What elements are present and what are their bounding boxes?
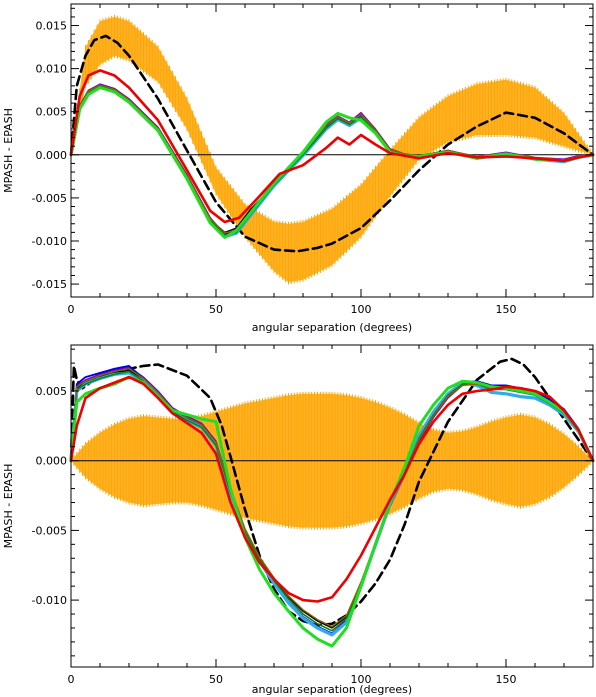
- x-tick-label: 0: [68, 303, 75, 316]
- series-line-8: [69, 375, 595, 603]
- x-tick-label: 50: [209, 303, 223, 316]
- y-tick-label: 0.005: [36, 385, 68, 398]
- x-axis-label: angular separation (degrees): [252, 683, 412, 696]
- x-tick-label: 100: [351, 303, 372, 316]
- axes: 0 50 100 150 -0.010 -0.005 0.000 0.005 angular s…: [2, 344, 594, 696]
- y-axis-label: MPASH - EPASH: [2, 464, 15, 549]
- error-band-bars: [70, 14, 594, 285]
- y-tick-label: 0.000: [36, 149, 68, 162]
- x-axis-label: angular separation (degrees): [252, 321, 412, 334]
- y-tick-label: -0.005: [32, 524, 67, 537]
- y-tick-label: 0.000: [36, 455, 68, 468]
- y-tick-label: -0.015: [32, 278, 67, 291]
- y-tick-label: -0.005: [32, 192, 67, 205]
- x-tick-label: 0: [68, 673, 75, 686]
- y-tick-label: 0.010: [36, 63, 68, 76]
- top-panel: 0 50 100 150 -0.015 -0.010 -0.005 0.000 0.005 0.0…: [2, 3, 595, 334]
- x-tick-label: 100: [351, 673, 372, 686]
- series-line-8: [69, 69, 595, 224]
- y-tick-label: 0.005: [36, 106, 68, 119]
- series-line-0: [69, 34, 595, 253]
- series-group: [69, 357, 595, 648]
- bottom-panel: 0 50 100 150 -0.010 -0.005 0.000 0.005 angular s…: [2, 344, 595, 696]
- x-tick-label: 150: [496, 303, 517, 316]
- series-group: [69, 34, 595, 253]
- x-tick-label: 150: [496, 673, 517, 686]
- axes: 0 50 100 150 -0.015 -0.010 -0.005 0.000 0.005 0.0…: [2, 3, 594, 334]
- y-tick-label: 0.015: [36, 20, 68, 33]
- y-tick-label: -0.010: [32, 235, 67, 248]
- y-tick-label: -0.010: [32, 594, 67, 607]
- y-axis-label: MPASH - EPASH: [2, 108, 15, 193]
- error-band: [70, 14, 594, 285]
- x-tick-label: 50: [209, 673, 223, 686]
